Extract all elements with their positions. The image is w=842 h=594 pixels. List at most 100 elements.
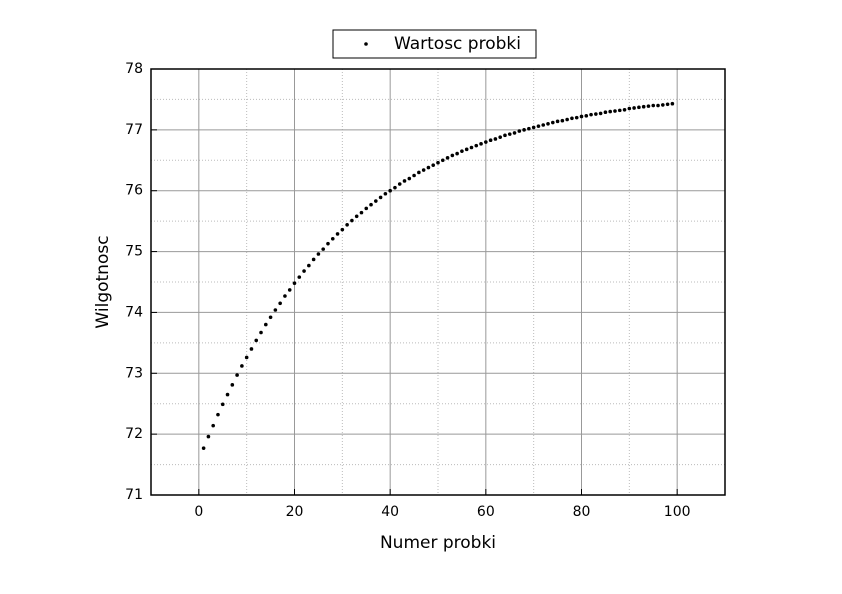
point [388, 188, 392, 193]
point [574, 115, 579, 120]
point [474, 143, 479, 148]
point [551, 120, 555, 125]
point [622, 107, 627, 112]
point [598, 111, 603, 116]
point [321, 247, 326, 251]
point [259, 330, 263, 335]
point [364, 206, 369, 211]
point [240, 364, 244, 368]
point [603, 110, 608, 115]
point [531, 125, 536, 130]
point [498, 135, 502, 139]
point [378, 195, 383, 200]
point [522, 128, 526, 132]
point [393, 185, 397, 190]
point [307, 263, 311, 268]
point [273, 308, 278, 312]
y-tick-label: 77 [125, 122, 143, 138]
point [326, 241, 330, 246]
point [230, 383, 235, 387]
point [369, 202, 373, 207]
point [651, 103, 656, 108]
point [646, 104, 651, 108]
x-tick-label: 40 [381, 504, 399, 520]
point [316, 252, 321, 256]
point [402, 179, 407, 183]
point [436, 160, 440, 165]
point [350, 218, 354, 223]
point [555, 119, 560, 124]
y-tick-label: 71 [125, 487, 143, 503]
x-tick-label: 60 [477, 504, 495, 520]
point [292, 281, 297, 286]
point [225, 392, 230, 397]
point [503, 133, 507, 138]
point [464, 147, 469, 152]
point [445, 156, 450, 160]
point [302, 269, 306, 273]
point [479, 142, 483, 146]
point [632, 106, 636, 110]
point [206, 434, 211, 439]
point [235, 373, 239, 377]
point [661, 103, 665, 107]
point [330, 236, 335, 241]
point [249, 347, 254, 351]
point [627, 106, 632, 111]
point [541, 123, 546, 127]
point [613, 109, 617, 113]
point [297, 275, 302, 279]
y-tick-label: 72 [125, 426, 143, 442]
point [617, 108, 622, 113]
point [546, 121, 550, 126]
point [512, 131, 517, 135]
point [440, 158, 445, 163]
point [201, 446, 206, 450]
point [426, 165, 431, 170]
point [493, 137, 498, 141]
point [450, 153, 455, 158]
x-tick-label: 80 [573, 504, 591, 520]
point [641, 104, 646, 109]
point [570, 116, 574, 121]
point [665, 102, 670, 107]
point [460, 149, 464, 153]
point [311, 257, 316, 262]
y-tick-label: 74 [125, 304, 143, 320]
point [335, 232, 340, 236]
point [345, 222, 349, 227]
point [455, 151, 459, 156]
point [359, 210, 364, 215]
legend-marker [364, 42, 368, 46]
point [589, 112, 593, 117]
point [527, 126, 531, 131]
point [407, 176, 412, 181]
point [431, 163, 436, 167]
point [374, 199, 378, 203]
plot-frame [150, 68, 726, 496]
point [488, 138, 493, 143]
point [469, 145, 474, 150]
point [579, 114, 584, 119]
point [421, 168, 426, 172]
point [254, 338, 259, 343]
y-tick-label: 75 [125, 244, 143, 260]
point [383, 191, 388, 196]
y-axis-label: Wilgotnosc [93, 235, 113, 328]
point [507, 132, 512, 136]
point [565, 117, 569, 122]
x-tick-label: 100 [664, 504, 691, 520]
x-tick-label: 0 [194, 504, 203, 520]
point [670, 101, 675, 106]
point [560, 118, 565, 123]
point [287, 288, 292, 292]
point [340, 227, 345, 232]
point [417, 170, 421, 175]
point [397, 182, 402, 186]
point [484, 140, 488, 144]
point [637, 105, 641, 110]
point [268, 315, 273, 320]
point [412, 173, 416, 178]
point [594, 112, 598, 116]
